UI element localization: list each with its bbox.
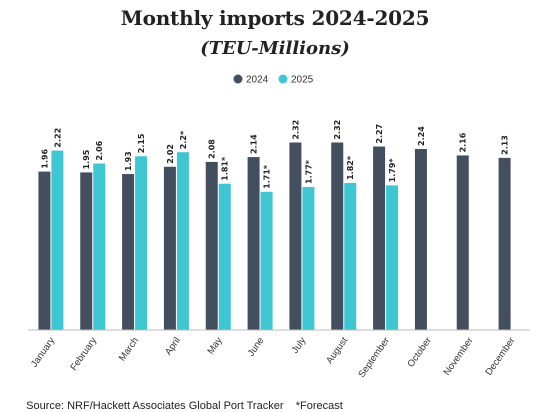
value-label-2025-may: 1.81* xyxy=(221,156,230,181)
bar-2025-february xyxy=(93,163,106,330)
value-labels: 1.96 2.22 1.95 2.06 1.93 2.15 2.02 2.2* 2.08 1.81… xyxy=(40,120,509,189)
value-label-2024-october: 2.24 xyxy=(417,126,426,146)
bar-2025-august xyxy=(344,182,357,330)
bar-2024-january xyxy=(38,171,51,330)
x-tick-february: February xyxy=(68,335,99,373)
value-label-2024-may: 2.08 xyxy=(208,139,217,159)
bar-2024-february xyxy=(80,172,93,330)
value-label-2025-january: 2.22 xyxy=(53,128,62,148)
bar-2024-july xyxy=(289,142,302,330)
legend-label-2025: 2025 xyxy=(291,75,314,86)
x-tick-january: January xyxy=(29,335,58,369)
chart-title: Monthly imports 2024-2025 xyxy=(120,6,430,30)
bar-2025-july xyxy=(302,186,315,330)
bar-2025-june xyxy=(260,191,273,330)
bar-2025-may xyxy=(218,183,231,330)
x-tick-march: March xyxy=(117,335,141,363)
bar-2025-march xyxy=(135,156,148,330)
bar-2024-march xyxy=(122,174,135,330)
source-text: Source: NRF/Hackett Associates Global Po… xyxy=(26,400,284,412)
x-tick-april: April xyxy=(163,335,183,357)
value-label-2024-september: 2.27 xyxy=(375,124,384,144)
bars xyxy=(38,142,511,330)
bar-2024-august xyxy=(331,142,344,330)
bar-2024-october xyxy=(414,148,427,330)
x-tick-october: October xyxy=(405,335,433,369)
legend-marker-2024 xyxy=(233,74,243,84)
value-label-2024-january: 1.96 xyxy=(40,148,49,168)
source-note: Source: NRF/Hackett Associates Global Po… xyxy=(20,388,343,412)
value-label-2025-march: 2.15 xyxy=(137,133,146,153)
bar-2024-november xyxy=(456,155,469,330)
bar-2025-january xyxy=(51,150,64,330)
value-label-2024-july: 2.32 xyxy=(291,120,300,140)
value-label-2024-february: 1.95 xyxy=(82,149,91,169)
chart-subtitle: (TEU-Millions) xyxy=(200,38,350,59)
x-tick-november: November xyxy=(442,335,476,377)
value-label-2024-march: 1.93 xyxy=(124,151,133,171)
value-label-2025-june: 1.71* xyxy=(263,164,272,189)
x-tick-labels: January February March April May June July Augu… xyxy=(29,335,518,380)
bar-2025-september xyxy=(386,185,399,330)
value-label-2025-august: 1.82* xyxy=(346,155,355,180)
bar-2024-september xyxy=(373,146,386,330)
value-label-2024-april: 2.02 xyxy=(166,144,175,164)
x-tick-july: July xyxy=(290,335,309,355)
source-spacer xyxy=(284,400,296,412)
value-label-2024-august: 2.32 xyxy=(333,120,342,140)
legend: 2024 2025 xyxy=(233,74,314,86)
legend-label-2024: 2024 xyxy=(246,75,269,86)
x-tick-june: June xyxy=(246,335,267,358)
bar-2024-april xyxy=(163,166,176,330)
forecast-footnote: *Forecast xyxy=(295,400,343,412)
bar-2025-april xyxy=(176,152,189,330)
value-label-2024-november: 2.16 xyxy=(459,132,468,152)
value-label-2025-april: 2.2* xyxy=(179,130,188,149)
legend-marker-2025 xyxy=(278,74,288,84)
x-tick-august: August xyxy=(324,335,350,366)
x-tick-december: December xyxy=(483,335,517,377)
x-tick-may: May xyxy=(205,335,224,356)
bar-2024-may xyxy=(205,161,218,330)
bar-2024-december xyxy=(498,157,511,330)
bar-2024-june xyxy=(247,157,260,330)
value-label-2025-july: 1.77* xyxy=(304,159,313,184)
x-tick-september: September xyxy=(356,335,392,379)
value-label-2025-september: 1.79* xyxy=(388,158,397,183)
value-label-2024-june: 2.14 xyxy=(250,134,259,154)
value-label-2025-february: 2.06 xyxy=(95,140,104,160)
value-label-2024-december: 2.13 xyxy=(501,135,510,155)
